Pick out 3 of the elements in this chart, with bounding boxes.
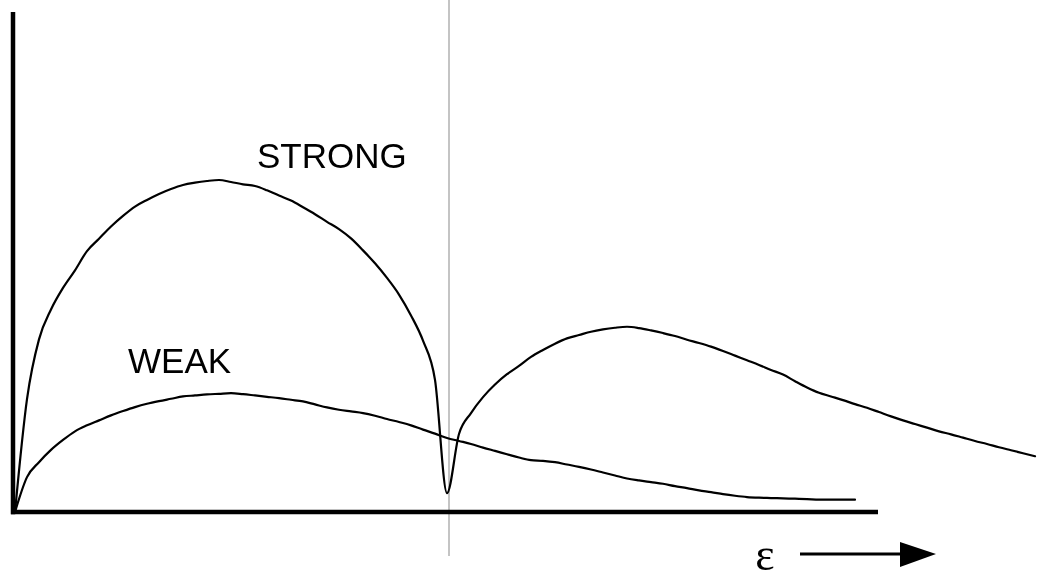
x-axis-title: ε [755,529,775,574]
series-label: STRONG [257,136,407,175]
series-label: WEAK [128,341,232,381]
